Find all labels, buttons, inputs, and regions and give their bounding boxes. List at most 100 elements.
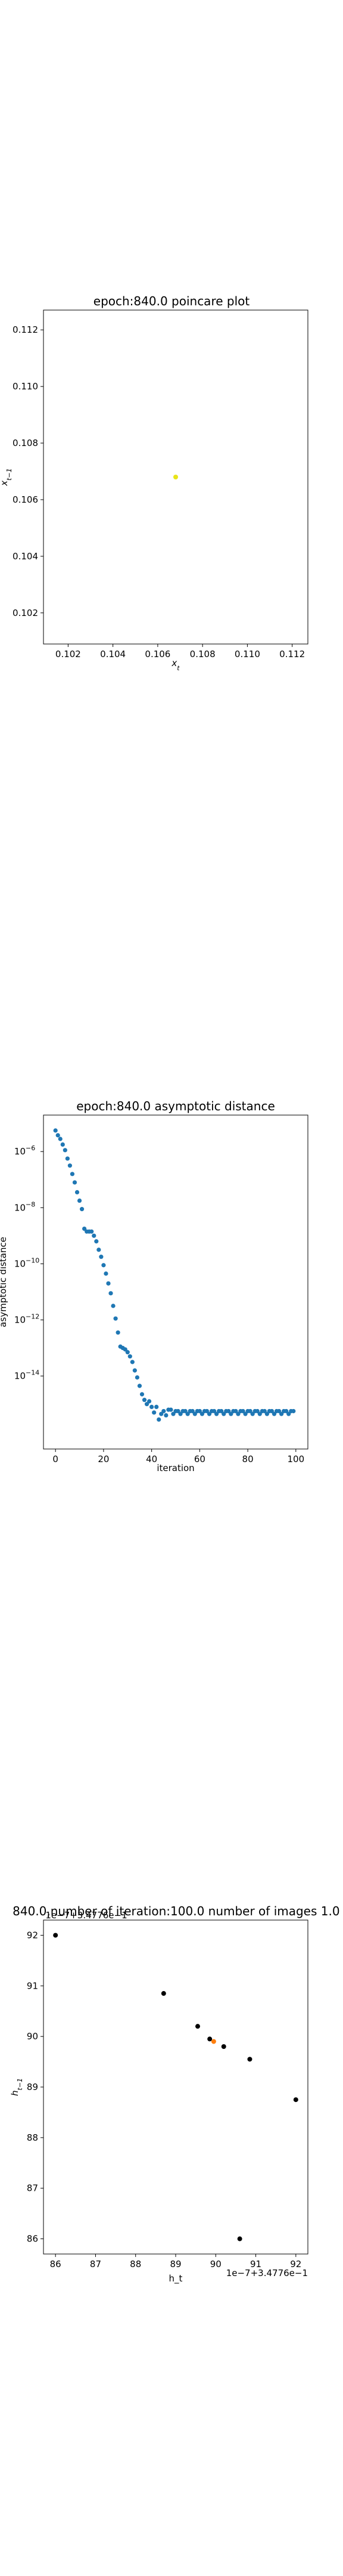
data-point bbox=[183, 1408, 188, 1414]
y-tick-label: 91 bbox=[27, 1980, 38, 1991]
x-axis-ticks: 86 87 88 89 90 91 92 bbox=[50, 2254, 301, 2270]
x-tick-label: 80 bbox=[242, 1454, 254, 1465]
data-point bbox=[164, 1413, 169, 1418]
x-tick-label: 0.104 bbox=[100, 649, 126, 660]
y-tick-label: 10 bbox=[14, 1371, 26, 1382]
data-point bbox=[132, 1368, 137, 1373]
y-tick-label: 0.104 bbox=[13, 551, 38, 562]
data-points bbox=[53, 1933, 298, 2241]
data-point bbox=[157, 1417, 161, 1422]
y-axis-label: xt−1 bbox=[0, 468, 13, 486]
data-point bbox=[77, 1198, 82, 1203]
y-tick-label: 92 bbox=[27, 1930, 38, 1940]
data-point bbox=[147, 1399, 152, 1404]
data-point bbox=[94, 1239, 99, 1244]
data-point bbox=[161, 1408, 166, 1414]
x-tick-label: 0.110 bbox=[235, 649, 260, 660]
plot-frame bbox=[43, 1919, 308, 2255]
data-point bbox=[236, 1411, 241, 1416]
asymptotic-distance-plot: epoch:840.0 asymptotic distance 0 20 40 60 8… bbox=[0, 1099, 308, 1473]
data-point bbox=[276, 1408, 282, 1414]
data-point bbox=[247, 2057, 252, 2062]
data-point bbox=[161, 1991, 166, 1996]
x-tick-label: 92 bbox=[290, 2259, 301, 2270]
data-point bbox=[279, 1411, 284, 1416]
data-point bbox=[82, 1226, 87, 1231]
x-tick-label: 0.108 bbox=[190, 649, 216, 660]
x-axis-label: iteration bbox=[157, 1463, 194, 1473]
data-point bbox=[243, 1411, 248, 1416]
data-point bbox=[269, 1408, 275, 1414]
data-point bbox=[284, 1408, 289, 1414]
data-point bbox=[272, 1411, 277, 1416]
data-point bbox=[197, 1408, 202, 1414]
data-point bbox=[72, 1180, 77, 1185]
data-point bbox=[173, 475, 178, 479]
x-axis-ticks: 0 20 40 60 80 100 bbox=[52, 1449, 304, 1465]
y-tick-label: 90 bbox=[27, 2031, 38, 2042]
data-point bbox=[67, 1163, 72, 1168]
y-tick-label: 89 bbox=[27, 2082, 38, 2092]
y-tick-exponent: −12 bbox=[26, 1313, 39, 1321]
y-axis-ticks: 0.102 0.104 0.106 0.108 0.110 0.112 bbox=[13, 324, 43, 618]
data-point bbox=[89, 1229, 94, 1234]
plot-frame bbox=[43, 1114, 308, 1450]
y-axis-label: asymptotic distance bbox=[0, 1237, 8, 1327]
y-tick-label: 0.110 bbox=[13, 381, 38, 392]
x-axis-ticks: 0.102 0.104 0.106 0.108 0.110 0.112 bbox=[55, 644, 305, 660]
chart-title: epoch:840.0 poincare plot bbox=[93, 294, 250, 308]
y-tick-label: 10 bbox=[14, 1202, 26, 1213]
x-tick-label: 90 bbox=[210, 2259, 222, 2270]
data-points bbox=[53, 1128, 296, 1422]
data-point bbox=[154, 1404, 159, 1410]
data-point bbox=[139, 1392, 145, 1397]
title-overlay-offset: 1e−7+3.4776e−1 bbox=[45, 1910, 127, 1921]
data-point bbox=[185, 1411, 190, 1416]
data-point bbox=[221, 2044, 226, 2049]
data-points bbox=[173, 475, 178, 479]
x-tick-label: 20 bbox=[98, 1454, 109, 1465]
data-point bbox=[108, 1291, 113, 1296]
data-point bbox=[241, 1408, 245, 1414]
y-tick-label: 87 bbox=[27, 2183, 38, 2194]
y-tick-label: 86 bbox=[27, 2234, 38, 2244]
data-point bbox=[113, 1316, 118, 1321]
data-point bbox=[99, 1255, 104, 1259]
data-point bbox=[58, 1137, 63, 1141]
y-tick-label: 0.106 bbox=[13, 494, 38, 505]
y-axis-label: ht−1 bbox=[10, 2078, 24, 2096]
chart-title: 840.0,number of iteration:100.0 number o… bbox=[13, 1904, 343, 1918]
y-tick-exponent: −6 bbox=[26, 1144, 35, 1152]
y-tick-label: 10 bbox=[14, 1258, 26, 1269]
data-point bbox=[159, 1411, 164, 1416]
data-point bbox=[176, 1408, 180, 1414]
data-point bbox=[63, 1148, 67, 1153]
data-point bbox=[96, 1247, 101, 1252]
x-tick-label: 0.102 bbox=[55, 649, 81, 660]
x-tick-label: 0.106 bbox=[145, 649, 170, 660]
x-tick-label: 40 bbox=[146, 1454, 157, 1465]
data-point bbox=[55, 1133, 60, 1138]
hidden-state-plot: 840.0,number of iteration:100.0 number o… bbox=[10, 1904, 343, 2284]
data-point bbox=[53, 1933, 58, 1938]
data-point bbox=[226, 1408, 231, 1414]
x-tick-label: 89 bbox=[170, 2259, 181, 2270]
data-point bbox=[195, 2024, 200, 2029]
data-point bbox=[214, 1411, 219, 1416]
data-point bbox=[207, 2036, 213, 2042]
x-tick-label: 86 bbox=[50, 2259, 61, 2270]
y-axis-ticks: 86 87 88 89 90 91 92 bbox=[27, 1930, 43, 2244]
x-tick-label: 0 bbox=[52, 1454, 58, 1465]
plot-frame bbox=[43, 309, 308, 645]
y-tick-exponent: −8 bbox=[26, 1200, 35, 1208]
x-tick-label: 88 bbox=[130, 2259, 141, 2270]
x-tick-label: 87 bbox=[90, 2259, 101, 2270]
data-point bbox=[204, 1408, 210, 1414]
data-point bbox=[65, 1156, 70, 1161]
y-tick-label: 0.108 bbox=[13, 438, 38, 448]
x-axis-offset-label: 1e−7+3.4776e−1 bbox=[226, 2268, 308, 2278]
data-point bbox=[211, 2039, 216, 2044]
x-tick-label: 0.112 bbox=[279, 649, 305, 660]
data-point bbox=[144, 1402, 149, 1407]
chart-title: epoch:840.0 asymptotic distance bbox=[76, 1099, 275, 1113]
